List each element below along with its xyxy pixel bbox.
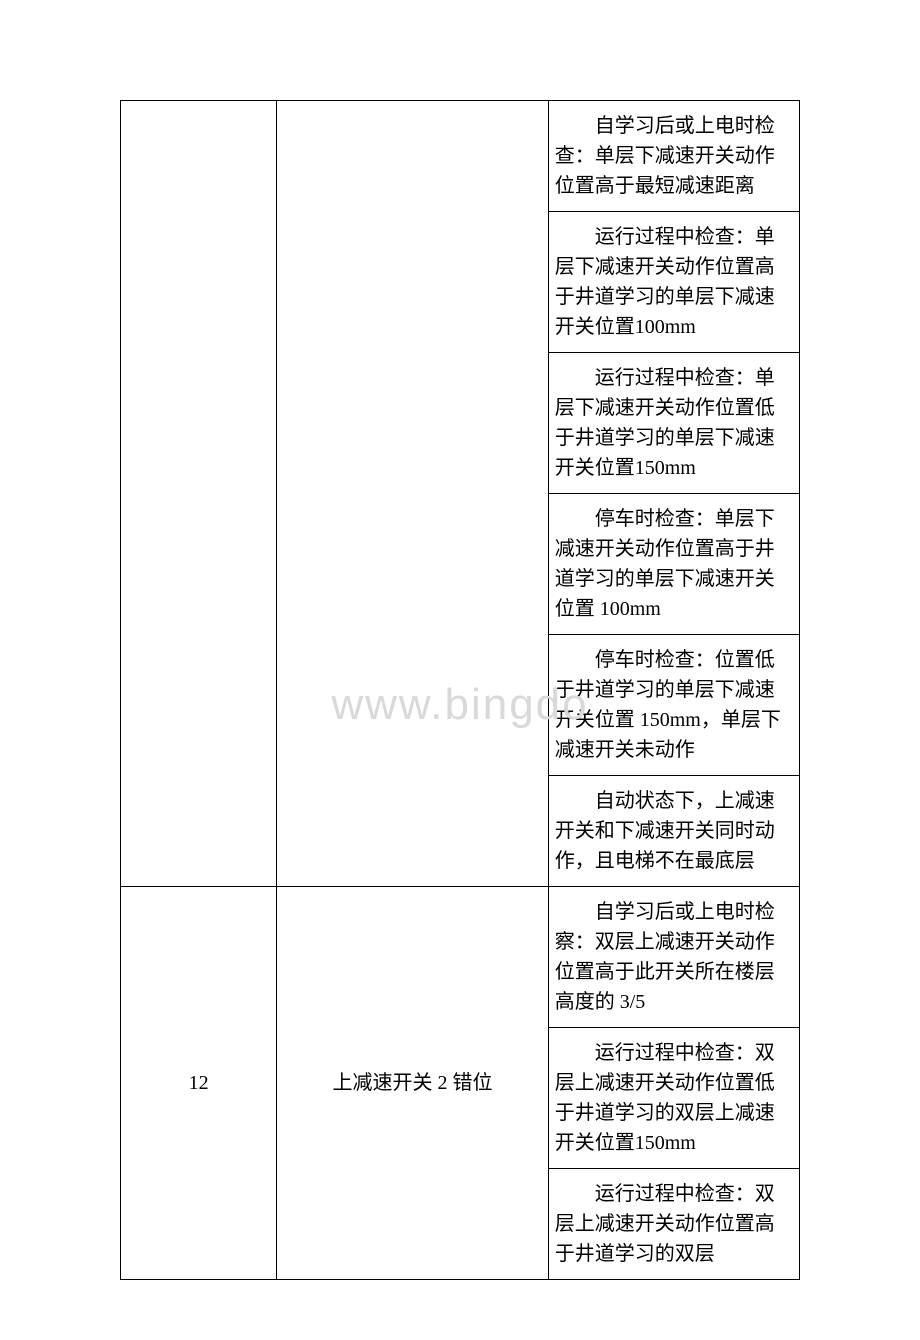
desc-text: 停车时检查：单层下减速开关动作位置高于井道学习的单层下减速开关位置 100mm [555, 504, 793, 624]
desc-cell: 运行过程中检查：单层下减速开关动作位置低于井道学习的单层下减速开关位置150mm [548, 353, 799, 494]
desc-text: 运行过程中检查：单层下减速开关动作位置低于井道学习的单层下减速开关位置150mm [555, 363, 793, 483]
code-cell-2: 12 [121, 887, 277, 1280]
page-container: 自学习后或上电时检查：单层下减速开关动作位置高于最短减速距离 运行过程中检查：单… [0, 0, 920, 1340]
name-cell-2: 上减速开关 2 错位 [277, 887, 549, 1280]
desc-cell: 自学习后或上电时检察：双层上减速开关动作位置高于此开关所在楼层高度的 3/5 [548, 887, 799, 1028]
desc-text: 运行过程中检查：双层上减速开关动作位置低于井道学习的双层上减速开关位置150mm [555, 1038, 793, 1158]
desc-text: 自学习后或上电时检查：单层下减速开关动作位置高于最短减速距离 [555, 111, 793, 201]
desc-cell: 停车时检查：位置低于井道学习的单层下减速开关位置 150mm，单层下减速开关未动… [548, 635, 799, 776]
desc-cell: 停车时检查：单层下减速开关动作位置高于井道学习的单层下减速开关位置 100mm [548, 494, 799, 635]
code-cell-1 [121, 101, 277, 887]
desc-cell: 运行过程中检查：双层上减速开关动作位置高于井道学习的双层 [548, 1169, 799, 1280]
desc-cell: 运行过程中检查：双层上减速开关动作位置低于井道学习的双层上减速开关位置150mm [548, 1028, 799, 1169]
desc-text: 运行过程中检查：双层上减速开关动作位置高于井道学习的双层 [555, 1179, 793, 1269]
desc-text: 自动状态下，上减速开关和下减速开关同时动作，且电梯不在最底层 [555, 786, 793, 876]
table-row: 12 上减速开关 2 错位 自学习后或上电时检察：双层上减速开关动作位置高于此开… [121, 887, 800, 1028]
table-row: 自学习后或上电时检查：单层下减速开关动作位置高于最短减速距离 [121, 101, 800, 212]
desc-text: 运行过程中检查：单层下减速开关动作位置高于井道学习的单层下减速开关位置100mm [555, 222, 793, 342]
desc-cell: 自学习后或上电时检查：单层下减速开关动作位置高于最短减速距离 [548, 101, 799, 212]
desc-cell: 自动状态下，上减速开关和下减速开关同时动作，且电梯不在最底层 [548, 776, 799, 887]
desc-text: 自学习后或上电时检察：双层上减速开关动作位置高于此开关所在楼层高度的 3/5 [555, 897, 793, 1017]
name-cell-1 [277, 101, 549, 887]
desc-cell: 运行过程中检查：单层下减速开关动作位置高于井道学习的单层下减速开关位置100mm [548, 212, 799, 353]
desc-text: 停车时检查：位置低于井道学习的单层下减速开关位置 150mm，单层下减速开关未动… [555, 645, 793, 765]
data-table: 自学习后或上电时检查：单层下减速开关动作位置高于最短减速距离 运行过程中检查：单… [120, 100, 800, 1280]
